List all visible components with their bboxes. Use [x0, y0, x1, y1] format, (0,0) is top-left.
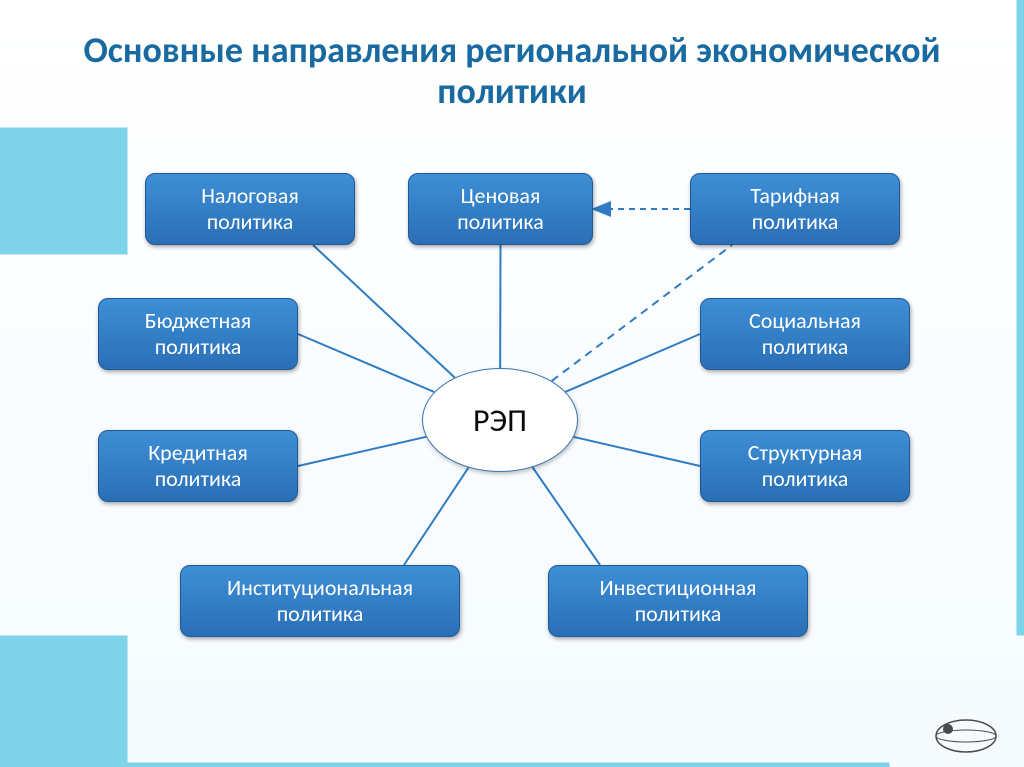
node-label: Структурная политика — [748, 440, 863, 493]
institution-logo — [930, 715, 1002, 757]
node-investment: Инвестиционная политика — [548, 565, 808, 637]
slide-background: Основные направления региональной эконом… — [0, 0, 1024, 767]
node-social: Социальная политика — [700, 298, 910, 370]
node-label: Социальная политика — [749, 308, 861, 361]
node-institutional: Институциональная политика — [180, 565, 460, 637]
node-tariff: Тарифная политика — [690, 173, 900, 245]
node-label: Бюджетная политика — [145, 308, 251, 361]
node-label: Ценовая политика — [457, 183, 544, 236]
hub-spoke-diagram: РЭП Налоговая политика Ценовая политика Тар… — [0, 0, 1024, 767]
node-budget: Бюджетная политика — [98, 298, 298, 370]
node-label: Тарифная политика — [750, 183, 840, 236]
node-label: Кредитная политика — [148, 440, 248, 493]
node-tax: Налоговая политика — [145, 173, 355, 245]
node-label: Налоговая политика — [201, 183, 299, 236]
node-credit: Кредитная политика — [98, 430, 298, 502]
node-structural: Структурная политика — [700, 430, 910, 502]
node-label: Инвестиционная политика — [600, 575, 757, 628]
hub-node: РЭП — [422, 368, 578, 472]
node-label: Институциональная политика — [227, 575, 413, 628]
node-price: Ценовая политика — [408, 173, 593, 245]
